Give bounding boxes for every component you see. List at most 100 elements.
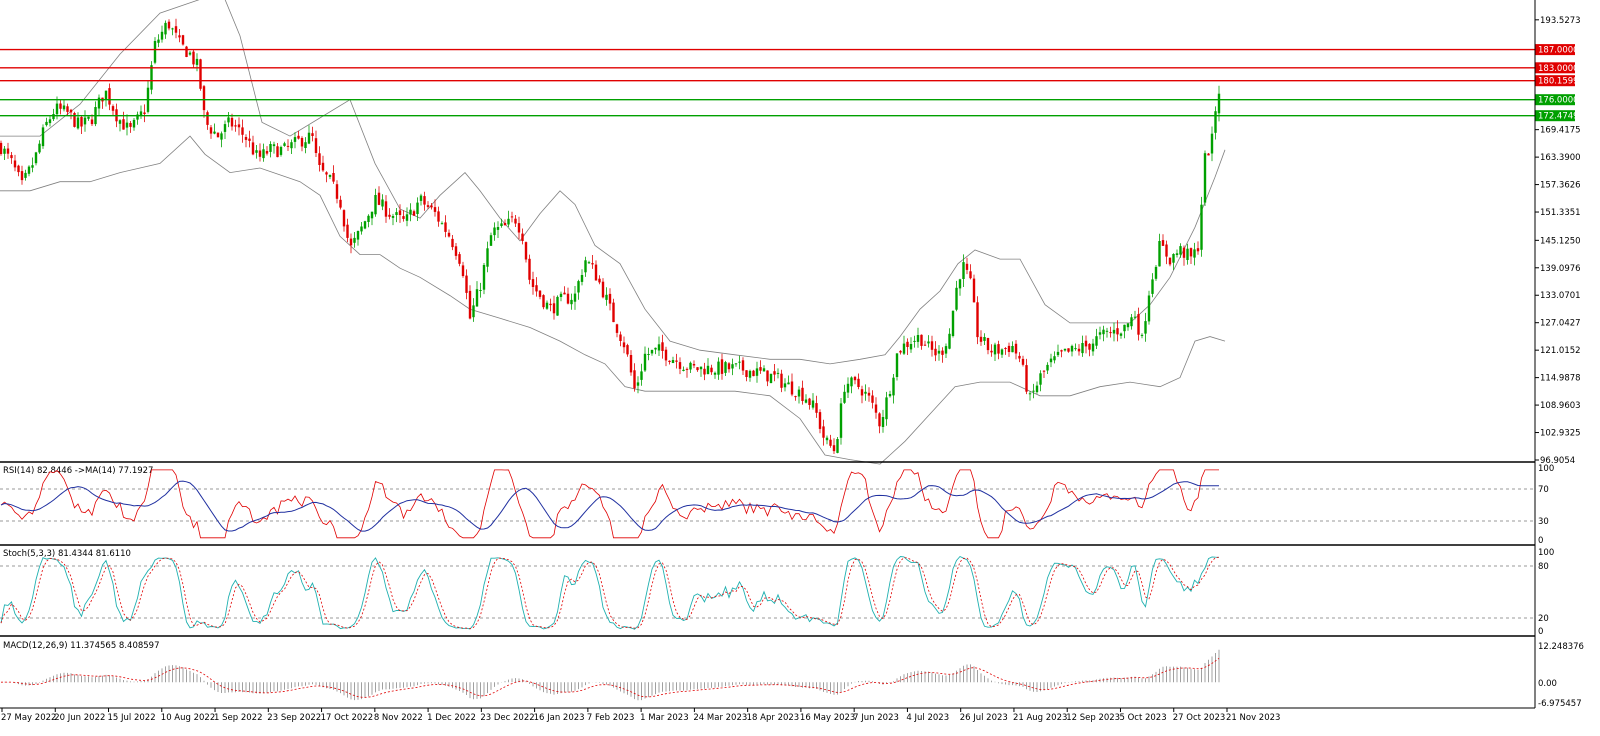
candle — [496, 221, 500, 238]
rsi-label: RSI(14) 82.8446 ->MA(14) 77.1927 — [3, 466, 153, 476]
candle — [762, 365, 766, 372]
candle — [619, 331, 622, 347]
time-tick: 1 Sep 2022 — [214, 713, 262, 723]
candle — [1214, 106, 1217, 140]
candle — [857, 373, 860, 390]
candle — [1025, 358, 1028, 395]
candle — [878, 412, 881, 434]
price-tick: 169.4175 — [1540, 126, 1581, 136]
level-label-box — [1535, 62, 1575, 74]
candle — [675, 353, 678, 369]
price-tick: 193.5273 — [1540, 16, 1581, 26]
candle — [265, 146, 269, 156]
rsi-axis-0: 0 — [1538, 536, 1543, 546]
candle — [591, 255, 594, 269]
candle — [220, 131, 223, 148]
candle — [398, 204, 402, 223]
price-axis: 193.5273 169.4175 163.3900 157.3626 151.3351… — [1535, 16, 1581, 466]
candle — [31, 157, 34, 173]
candle — [1210, 126, 1214, 162]
candle — [766, 370, 769, 387]
candle — [811, 393, 815, 410]
candle — [286, 139, 290, 151]
candle — [727, 362, 731, 373]
candle — [409, 203, 412, 222]
candle — [1109, 326, 1112, 338]
horizontal-levels[interactable]: 187.0000 183.0000 180.1599 176.0000 172.4749 — [0, 44, 1579, 122]
candle — [300, 136, 304, 152]
candle — [0, 140, 3, 156]
candle — [867, 387, 871, 402]
candle — [710, 364, 713, 375]
candle — [59, 99, 62, 115]
candle — [993, 342, 997, 361]
candle — [405, 207, 409, 227]
candle — [906, 338, 909, 355]
candle — [279, 145, 283, 157]
candle — [251, 135, 255, 156]
stoch-signal-line — [0, 556, 1220, 630]
candle — [986, 337, 990, 355]
candle — [615, 323, 619, 338]
candle — [244, 134, 248, 148]
candle — [923, 340, 927, 346]
candle — [234, 119, 237, 132]
candle — [132, 118, 136, 131]
candle — [1207, 153, 1210, 156]
candle — [951, 310, 955, 338]
candle — [1000, 348, 1004, 358]
candle — [881, 409, 885, 433]
candle — [899, 350, 902, 355]
macd-signal — [0, 657, 1220, 698]
candle — [1147, 290, 1151, 325]
candle — [1165, 240, 1168, 265]
candle — [724, 360, 727, 376]
candle — [654, 347, 657, 355]
candle — [836, 437, 839, 454]
candle — [206, 110, 209, 130]
candle — [678, 357, 682, 375]
candle — [437, 206, 440, 227]
price-tick: 127.0427 — [1540, 319, 1581, 329]
macd-label: MACD(12,26,9) 11.374565 8.408597 — [3, 641, 159, 651]
candle — [1172, 253, 1175, 270]
candle — [318, 146, 321, 172]
candle — [356, 230, 360, 246]
candle — [125, 114, 129, 136]
candle — [454, 243, 458, 260]
time-tick: 23 Sep 2022 — [267, 713, 321, 723]
stoch-axis-80: 80 — [1538, 562, 1549, 572]
price-tick: 139.0976 — [1540, 264, 1581, 274]
candle — [388, 208, 391, 220]
rsi-lines — [0, 469, 1219, 539]
time-tick: 15 Jul 2022 — [108, 713, 156, 723]
candle — [1014, 340, 1018, 360]
candle — [1081, 335, 1084, 357]
candle — [1049, 353, 1053, 368]
candle — [1133, 310, 1137, 320]
candle — [321, 155, 325, 172]
time-tick: 7 Feb 2023 — [587, 713, 635, 723]
candle — [178, 29, 181, 43]
candle — [48, 116, 52, 127]
candle — [902, 335, 906, 355]
candle — [1182, 245, 1186, 266]
candle — [577, 279, 580, 300]
candle — [1088, 343, 1091, 357]
candle — [153, 37, 157, 65]
time-tick: 1 Mar 2023 — [640, 713, 688, 723]
stoch-panel: Stoch(5,3,3) 81.4344 81.6110 100 80 20 0 — [0, 548, 1554, 637]
candle — [328, 174, 332, 180]
candle — [111, 104, 115, 116]
candle — [895, 353, 899, 381]
candle — [948, 328, 951, 350]
candle — [1203, 150, 1207, 206]
candle — [199, 58, 202, 91]
candle — [108, 83, 111, 111]
candle — [1067, 348, 1070, 353]
level-label: 183.0000 — [1538, 64, 1579, 74]
candle — [1116, 320, 1119, 342]
time-tick: 10 Aug 2022 — [161, 713, 215, 723]
candle — [559, 291, 563, 302]
